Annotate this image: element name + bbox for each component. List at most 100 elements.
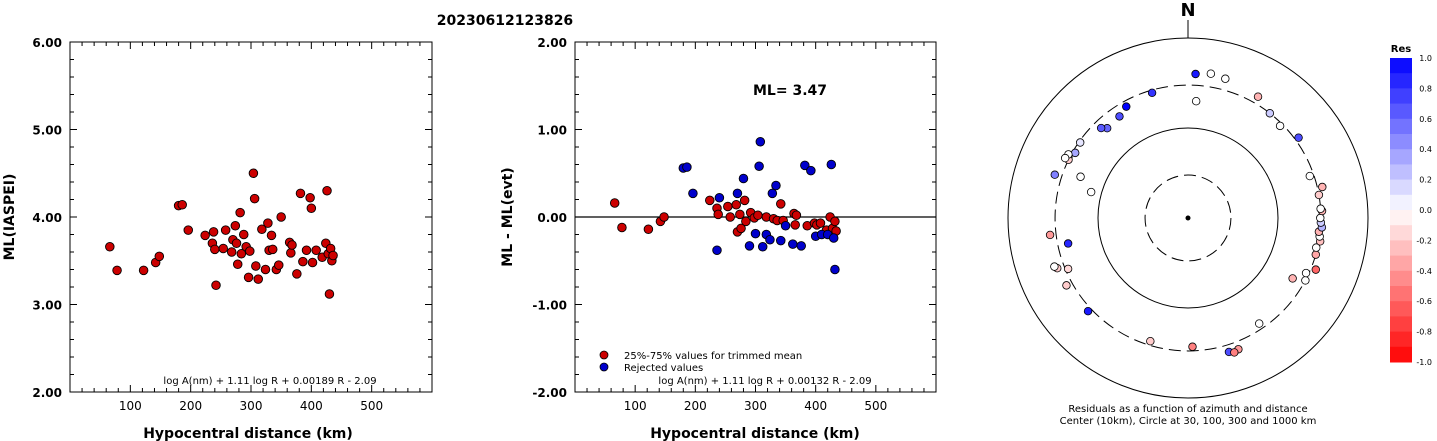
station-point bbox=[1230, 348, 1239, 357]
colorbar-tick-labels: 1.0 0.8 0.6 0.4 0.2 0.0 -0.2 -0.4 -0.6 -0.8 -1.0 bbox=[1416, 54, 1432, 367]
y-tick-label: 2.00 bbox=[537, 36, 567, 50]
data-point bbox=[830, 216, 840, 227]
station-point bbox=[1045, 230, 1055, 240]
data-point bbox=[183, 225, 194, 235]
data-point bbox=[739, 195, 750, 206]
data-point bbox=[713, 209, 723, 220]
station-point bbox=[1255, 319, 1264, 328]
colorbar-cell bbox=[1390, 118, 1412, 135]
data-point bbox=[286, 248, 296, 258]
y-tick-label: -1.00 bbox=[532, 299, 567, 313]
data-point bbox=[828, 233, 839, 243]
data-point bbox=[220, 225, 231, 235]
station-point bbox=[1311, 265, 1320, 274]
y-tick-label: 5.00 bbox=[32, 124, 62, 138]
data-point bbox=[688, 188, 698, 199]
data-point bbox=[771, 180, 781, 191]
data-point bbox=[177, 199, 187, 210]
y-tick-label: 0.00 bbox=[537, 211, 567, 225]
y-axis-label: ML(IASPEI) bbox=[2, 174, 18, 261]
data-point bbox=[324, 289, 335, 299]
data-point bbox=[306, 203, 317, 213]
colorbar-cell bbox=[1390, 255, 1412, 272]
x-tick-labels: 100 200 300 400 500 bbox=[119, 399, 383, 413]
colorbar-tick-label: -1.0 bbox=[1416, 358, 1432, 367]
polar-caption-line1: Residuals as a function of azimuth and d… bbox=[1068, 404, 1307, 415]
data-point bbox=[744, 241, 755, 251]
data-point bbox=[274, 260, 284, 270]
x-tick-label: 400 bbox=[804, 399, 827, 413]
colorbar-tick-label: 0.4 bbox=[1419, 145, 1432, 154]
data-point bbox=[806, 165, 816, 176]
formula-label: log A(nm) + 1.11 log R + 0.00132 R - 2.0… bbox=[658, 376, 871, 387]
center-dot bbox=[1185, 215, 1191, 221]
station-point bbox=[1316, 213, 1325, 223]
data-point bbox=[245, 246, 255, 256]
station-point bbox=[1265, 109, 1275, 118]
data-point bbox=[815, 218, 826, 228]
station-point bbox=[1191, 96, 1201, 106]
ring-1000km bbox=[1007, 37, 1369, 399]
polar-residual-plot: N Residuals as a function of azimuth and… bbox=[1007, 0, 1369, 427]
data-point bbox=[267, 244, 278, 255]
colorbar-tick-label: 0.8 bbox=[1419, 84, 1432, 93]
x-tick-label: 200 bbox=[684, 399, 707, 413]
ring-100km bbox=[1097, 127, 1279, 309]
data-point bbox=[226, 247, 237, 257]
data-point bbox=[210, 244, 220, 255]
data-point bbox=[276, 212, 286, 222]
station-point bbox=[1075, 138, 1085, 147]
colorbar-cell bbox=[1390, 316, 1412, 333]
ml-residual-panel: 100 200 300 400 500 -2.00 -1.00 0.00 1.00 2.00 M… bbox=[500, 36, 937, 441]
x-tick-label: 500 bbox=[864, 399, 887, 413]
station-point bbox=[1050, 262, 1059, 271]
colorbar-cell bbox=[1390, 58, 1412, 74]
station-point bbox=[1060, 153, 1070, 163]
x-axis-label: Hypocentral distance (km) bbox=[143, 426, 353, 441]
data-point bbox=[251, 261, 261, 271]
data-point bbox=[682, 162, 692, 172]
north-label: N bbox=[1180, 0, 1195, 21]
data-point bbox=[712, 245, 722, 255]
colorbar-cell bbox=[1390, 164, 1412, 181]
x-tick-label: 100 bbox=[119, 399, 142, 413]
data-point bbox=[307, 257, 318, 268]
data-point bbox=[200, 230, 210, 241]
station-point bbox=[1188, 342, 1197, 351]
y-axis-label: ML - ML(evt) bbox=[500, 167, 516, 266]
colorbar-cell bbox=[1390, 73, 1412, 89]
y-tick-labels: 2.00 3.00 4.00 5.00 6.00 bbox=[32, 36, 62, 400]
station-point bbox=[1050, 170, 1059, 179]
x-tick-label: 300 bbox=[240, 399, 263, 413]
colorbar-cells bbox=[1390, 58, 1412, 363]
station-point bbox=[1191, 69, 1200, 79]
data-point bbox=[755, 136, 766, 147]
station-point bbox=[1096, 123, 1106, 133]
station-point bbox=[1253, 92, 1263, 101]
colorbar-cell bbox=[1390, 301, 1412, 317]
station-point bbox=[1288, 274, 1297, 283]
station-point bbox=[1063, 264, 1073, 274]
data-point bbox=[311, 245, 321, 255]
x-tick-labels: 100 200 300 400 500 bbox=[624, 399, 888, 413]
colorbar-cell bbox=[1390, 134, 1412, 150]
colorbar-tick-label: -0.6 bbox=[1416, 297, 1432, 306]
data-point bbox=[232, 259, 243, 270]
colorbar-cell bbox=[1390, 103, 1412, 120]
data-point bbox=[236, 248, 247, 259]
data-point bbox=[230, 220, 241, 231]
station-point bbox=[1221, 74, 1230, 83]
data-point bbox=[328, 250, 338, 261]
x-tick-label: 200 bbox=[179, 399, 202, 413]
data-point bbox=[754, 161, 764, 171]
y-tick-label: 1.00 bbox=[537, 124, 567, 138]
station-point bbox=[1301, 268, 1311, 278]
data-point bbox=[659, 212, 669, 222]
data-point bbox=[301, 245, 312, 255]
data-point bbox=[298, 256, 308, 267]
colorbar-cell bbox=[1390, 270, 1412, 287]
station-point bbox=[1146, 336, 1155, 346]
data-point bbox=[253, 274, 263, 284]
data-point bbox=[617, 222, 627, 233]
x-tick-label: 400 bbox=[300, 399, 323, 413]
